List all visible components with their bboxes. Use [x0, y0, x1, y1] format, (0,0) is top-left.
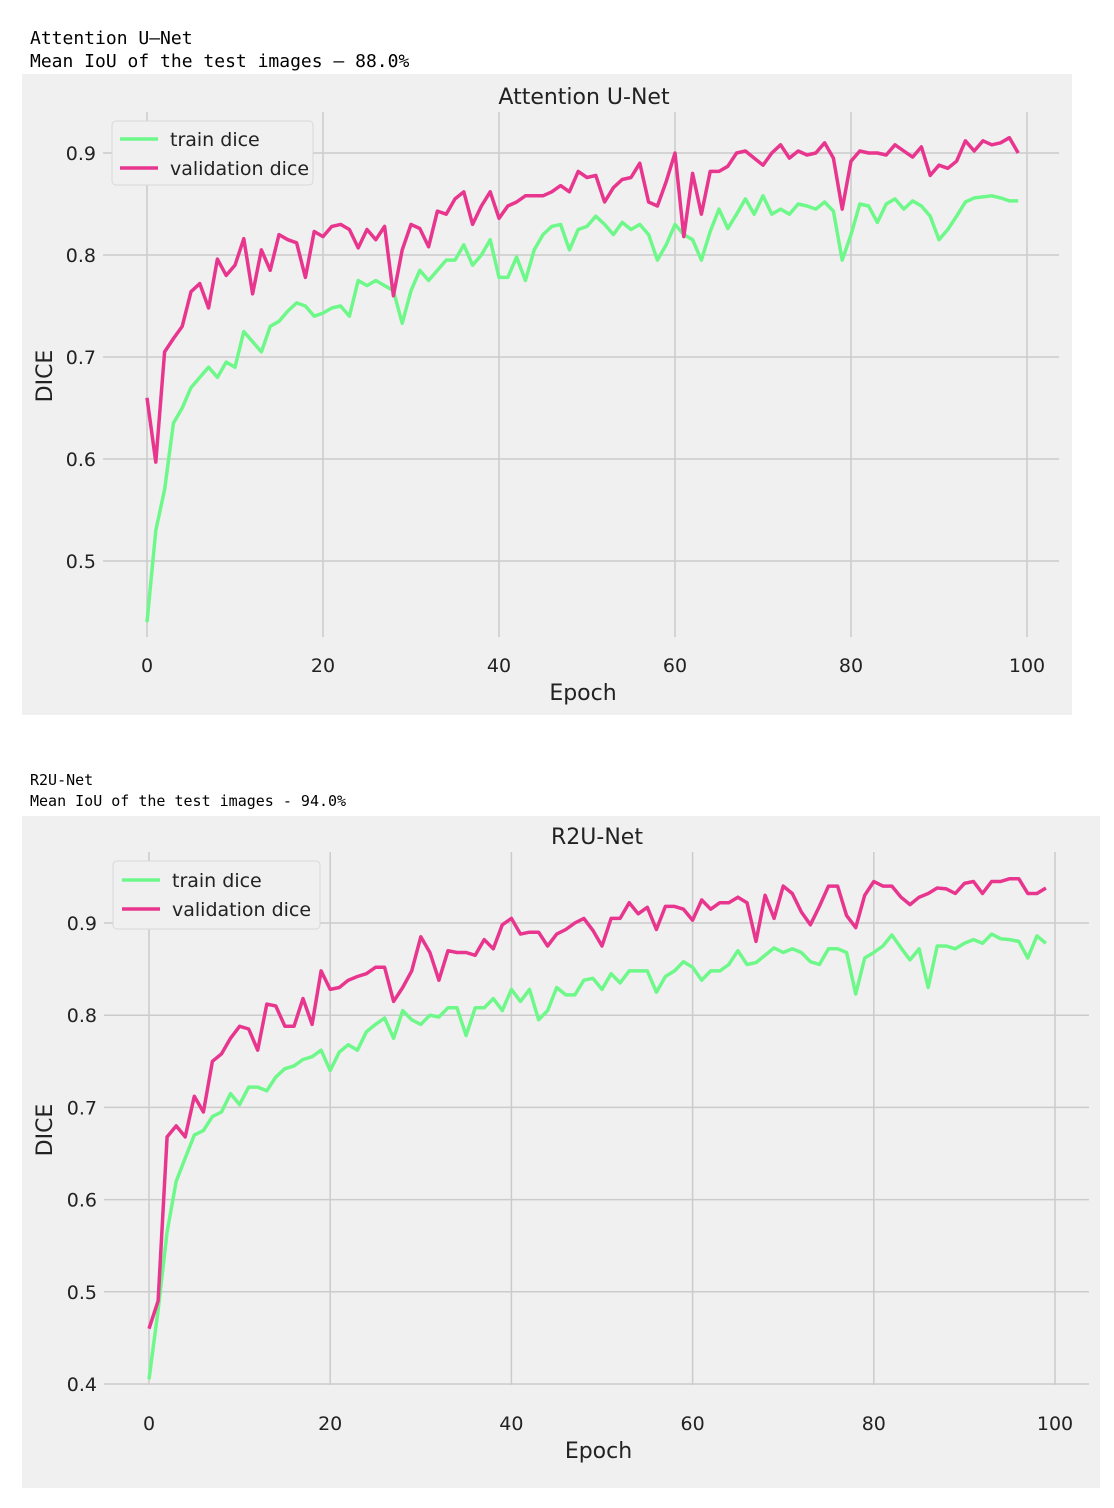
y-tick-label: 0.7: [67, 1097, 97, 1119]
y-tick-label: 0.9: [66, 143, 96, 165]
output-title-text: Attention U–Net: [30, 28, 193, 49]
x-tick-label: 60: [663, 655, 687, 677]
validation-dice-line: [145, 135, 1020, 464]
x-tick-label: 0: [141, 655, 153, 677]
x-tick-label: 40: [487, 655, 511, 677]
chart-title: Attention U-Net: [498, 85, 670, 110]
validation-dice-line: [147, 876, 1047, 1330]
x-tick-label: 80: [862, 1413, 886, 1435]
x-tick-label: 20: [311, 655, 335, 677]
legend-validation-label: validation dice: [170, 158, 309, 180]
y-tick-label: 0.6: [66, 449, 96, 471]
y-tick-label: 0.8: [66, 245, 96, 267]
output-mean-iou-text: Mean IoU of the test images – 88.0%: [30, 51, 410, 72]
x-tick-label: 20: [318, 1413, 342, 1435]
x-axis-label: Epoch: [549, 681, 616, 706]
x-tick-label: 80: [839, 655, 863, 677]
y-tick-label: 0.6: [67, 1190, 97, 1212]
legend-validation-label: validation dice: [172, 899, 311, 921]
x-tick-label: 60: [681, 1413, 705, 1435]
legend-box: [112, 860, 321, 930]
legend-box: [111, 120, 314, 186]
output-title-text: R2U-Net: [30, 771, 94, 789]
train-dice-line: [145, 194, 1019, 623]
y-tick-label: 0.9: [67, 913, 97, 935]
y-tick-label: 0.7: [66, 347, 96, 369]
y-axis-label: DICE: [33, 1104, 58, 1157]
x-tick-label: 100: [1009, 655, 1045, 677]
y-tick-label: 0.5: [66, 551, 96, 573]
x-tick-label: 100: [1037, 1413, 1073, 1435]
x-axis-label: Epoch: [565, 1439, 632, 1464]
y-tick-label: 0.8: [67, 1005, 97, 1027]
legend: train dice validation dice: [111, 120, 314, 186]
attention-unet-chart: 0 20 40 60 80 100 0.5 0.6 0.7 0.8 0.9 Attention U-N…: [22, 74, 1072, 715]
legend-train-label: train dice: [172, 870, 262, 892]
x-tick-label: 0: [143, 1413, 155, 1435]
y-tick-label: 0.5: [67, 1282, 97, 1304]
legend: train dice validation dice: [112, 860, 321, 930]
x-tick-label: 40: [499, 1413, 523, 1435]
chart-title: R2U-Net: [551, 825, 643, 850]
legend-train-label: train dice: [170, 129, 260, 151]
train-dice-line: [147, 932, 1048, 1380]
output-mean-iou-text: Mean IoU of the test images - 94.0%: [30, 792, 347, 810]
y-axis-label: DICE: [33, 350, 58, 403]
y-tick-label: 0.4: [67, 1374, 97, 1396]
